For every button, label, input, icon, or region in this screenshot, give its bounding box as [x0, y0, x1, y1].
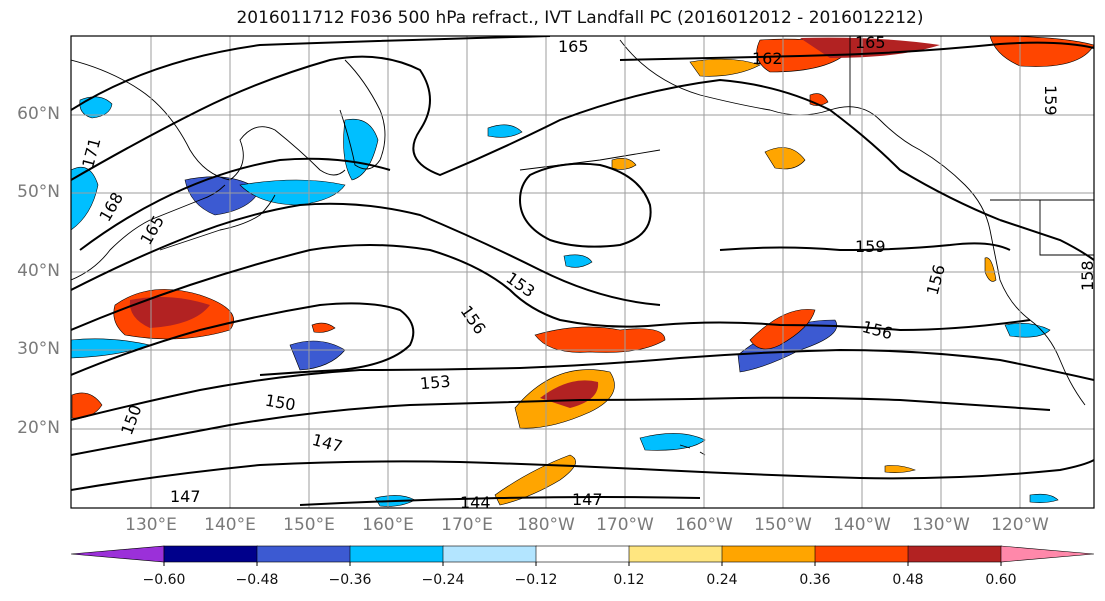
lat-label: 40°N — [17, 261, 60, 281]
graticule — [71, 36, 1094, 508]
colorbar-tick-label: −0.36 — [328, 572, 372, 588]
colorbar-tick-label: −0.24 — [421, 572, 465, 588]
positive-anomaly-patch — [800, 37, 940, 58]
negative-anomaly-patch — [563, 254, 593, 268]
contour-line — [719, 242, 1011, 252]
us-border — [990, 199, 1094, 256]
lon-label: 120°W — [991, 515, 1049, 535]
contour-line — [79, 157, 391, 251]
contour-line — [71, 396, 1051, 456]
colorbar-tick-label: 0.60 — [985, 572, 1017, 588]
negative-anomaly-patch — [79, 96, 113, 119]
lat-label: 60°N — [17, 104, 60, 124]
positive-anomaly-patch — [884, 465, 916, 473]
colorbar-tick-label: 0.24 — [706, 572, 738, 588]
contour-line — [619, 41, 1094, 61]
contour-line — [299, 496, 701, 506]
contour-line — [71, 348, 1094, 421]
colorbar-tick-label: −0.60 — [142, 572, 186, 588]
positive-anomaly-patch — [764, 147, 806, 170]
contour-line — [71, 36, 551, 111]
lon-label: 140°W — [833, 515, 891, 535]
lon-label: 150°E — [283, 515, 335, 535]
contour-label: 144 — [460, 493, 491, 512]
colorbar-tick-label: 0.36 — [799, 572, 831, 588]
contour-label: 153 — [419, 372, 451, 394]
positive-anomaly-patch — [689, 58, 761, 77]
kamchatka-coastline — [339, 59, 386, 170]
contour-label: 165 — [855, 33, 886, 52]
contour-label: 147 — [170, 487, 201, 506]
lon-label: 130°W — [912, 515, 970, 535]
contour-line — [999, 219, 1094, 261]
colorbar-tick-label: −0.48 — [235, 572, 279, 588]
plot-title: 2016011712 F036 500 hPa refract., IVT La… — [236, 8, 924, 28]
negative-anomaly-patch — [343, 118, 379, 181]
asia-coastline — [71, 184, 226, 281]
lon-label: 140°E — [204, 515, 256, 535]
lon-label: 160°E — [362, 515, 414, 535]
lon-label: 180°W — [517, 515, 575, 535]
aleutian-islands — [519, 149, 661, 171]
negative-anomaly-patch — [639, 433, 706, 451]
alaska-coastline — [619, 39, 921, 151]
contour-label: 162 — [752, 49, 783, 68]
contour-line — [71, 302, 415, 376]
colorbar-tick-label: 0.48 — [892, 572, 924, 588]
contour-line — [71, 244, 1031, 332]
contour-line — [71, 202, 661, 306]
contour-label: 159 — [1041, 85, 1060, 116]
contour-label: 158 — [1078, 260, 1097, 291]
lat-label: 30°N — [17, 339, 60, 359]
lon-label: 150°W — [754, 515, 812, 535]
positive-anomaly-patch — [311, 322, 336, 333]
lat-label: 50°N — [17, 182, 60, 202]
lon-label: 130°E — [125, 515, 177, 535]
map-border — [70, 35, 1095, 509]
coastline-layer — [71, 36, 1094, 456]
negative-anomaly-patch — [487, 124, 523, 138]
positive-anomaly-patch — [534, 326, 666, 353]
contour-label: 147 — [572, 490, 603, 509]
contour-line — [71, 55, 1001, 221]
contour-line — [518, 162, 652, 248]
positive-anomaly-patch — [129, 296, 210, 328]
positive-anomaly-patch — [611, 158, 637, 170]
lon-label: 170°W — [596, 515, 654, 535]
contour-line — [71, 459, 1094, 491]
contour-layer — [71, 36, 1094, 506]
colorbar-tick-label: −0.12 — [514, 572, 558, 588]
negative-anomaly-patch — [71, 166, 99, 231]
contour-label: 159 — [855, 237, 886, 256]
positive-anomaly-patch — [984, 257, 997, 282]
colorbar-tick-label: 0.12 — [613, 572, 645, 588]
north-america-coastline — [919, 149, 1086, 406]
negative-anomaly-patch — [1029, 493, 1059, 503]
lon-label: 170°E — [441, 515, 493, 535]
contour-label: 165 — [558, 37, 589, 56]
lon-label: 160°W — [675, 515, 733, 535]
asia-coastline — [71, 59, 346, 181]
japan-coastline — [159, 194, 276, 251]
lat-label: 20°N — [17, 418, 60, 438]
